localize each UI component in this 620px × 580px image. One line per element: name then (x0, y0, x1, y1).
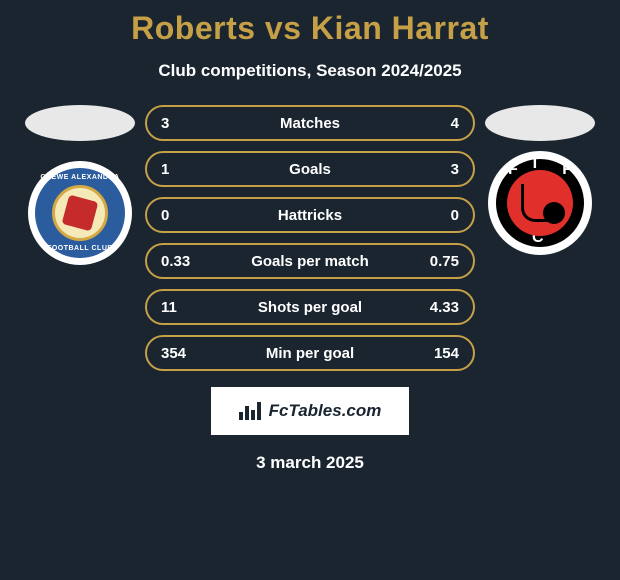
stat-left-val: 0 (161, 207, 201, 224)
stat-row-matches: 3 Matches 4 (145, 105, 475, 141)
stat-left-val: 1 (161, 161, 201, 178)
crewe-badge-ring: CREWE ALEXANDRA FOOTBALL CLUB (35, 168, 125, 258)
crewe-text-top: CREWE ALEXANDRA (40, 174, 119, 181)
brand-box[interactable]: FcTables.com (211, 387, 409, 435)
stat-right-val: 154 (419, 345, 459, 362)
stat-label: Hattricks (278, 207, 342, 224)
subtitle: Club competitions, Season 2024/2025 (158, 61, 461, 81)
stat-left-val: 11 (161, 299, 201, 316)
stat-right-val: 3 (419, 161, 459, 178)
right-player-col: F T F C (480, 105, 600, 255)
comparison-card: Roberts vs Kian Harrat Club competitions… (0, 0, 620, 473)
crewe-badge-center (52, 185, 108, 241)
stat-label: Goals per match (251, 253, 369, 270)
left-club-badge: CREWE ALEXANDRA FOOTBALL CLUB (28, 161, 132, 265)
stat-row-goals: 1 Goals 3 (145, 151, 475, 187)
fleetwood-inner (507, 170, 573, 236)
stat-right-val: 4 (419, 115, 459, 132)
stats-column: 3 Matches 4 1 Goals 3 0 Hattricks 0 0.33… (140, 105, 480, 371)
stat-left-val: 0.33 (161, 253, 201, 270)
brand-text: FcTables.com (269, 401, 382, 421)
fleetwood-ball-icon (543, 202, 565, 224)
left-player-col: CREWE ALEXANDRA FOOTBALL CLUB (20, 105, 140, 265)
main-row: CREWE ALEXANDRA FOOTBALL CLUB 3 Matches … (0, 105, 620, 371)
stat-row-shots-per-goal: 11 Shots per goal 4.33 (145, 289, 475, 325)
right-club-badge: F T F C (488, 151, 592, 255)
fleetwood-letter: F (508, 161, 518, 179)
stat-left-val: 3 (161, 115, 201, 132)
stat-label: Min per goal (266, 345, 354, 362)
stat-label: Matches (280, 115, 340, 132)
left-player-photo (25, 105, 135, 141)
stat-left-val: 354 (161, 345, 201, 362)
stat-label: Goals (289, 161, 331, 178)
fleetwood-letter: F (562, 161, 572, 179)
page-title: Roberts vs Kian Harrat (131, 10, 489, 47)
date-text: 3 march 2025 (256, 453, 364, 473)
right-player-photo (485, 105, 595, 141)
stat-right-val: 4.33 (419, 299, 459, 316)
stat-label: Shots per goal (258, 299, 362, 316)
stat-row-min-per-goal: 354 Min per goal 154 (145, 335, 475, 371)
bar-chart-icon (239, 402, 261, 420)
stat-right-val: 0.75 (419, 253, 459, 270)
crewe-lion-icon (62, 195, 99, 232)
stat-row-hattricks: 0 Hattricks 0 (145, 197, 475, 233)
stat-right-val: 0 (419, 207, 459, 224)
crewe-text-bottom: FOOTBALL CLUB (47, 245, 113, 252)
stat-row-goals-per-match: 0.33 Goals per match 0.75 (145, 243, 475, 279)
